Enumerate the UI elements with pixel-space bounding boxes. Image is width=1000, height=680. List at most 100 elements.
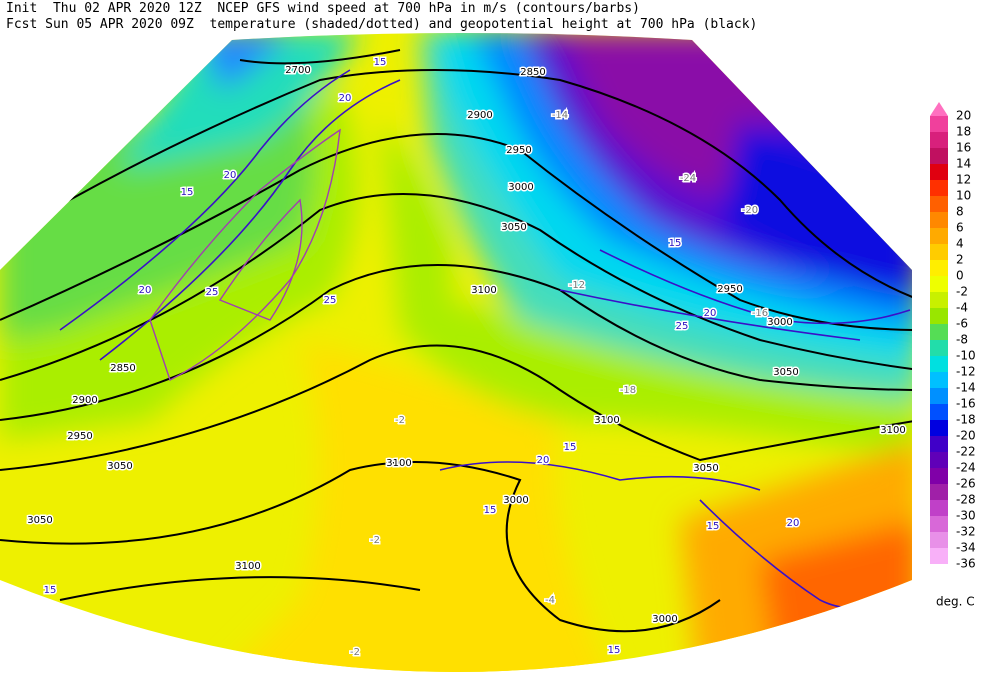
height-label: 2950 (506, 145, 531, 156)
colorbar-label: -12 (956, 365, 976, 379)
colorbar-label: 16 (956, 141, 971, 155)
colorbar-box (930, 260, 948, 276)
height-label: 3050 (501, 222, 526, 233)
colorbar-label: -10 (956, 349, 976, 363)
colorbar-label: 14 (956, 157, 971, 171)
colorbar-box (930, 484, 948, 500)
colorbar-box (930, 276, 948, 292)
height-label: 2900 (467, 110, 492, 121)
map-area (0, 33, 912, 672)
colorbar-label: 8 (956, 205, 964, 219)
header-line: Init Thu 02 APR 2020 12Z NCEP GFS wind s… (6, 1, 640, 16)
colorbar-label: -22 (956, 445, 976, 459)
colorbar-label: -14 (956, 381, 976, 395)
height-label: 2950 (717, 284, 742, 295)
map-labels: 2700 2850 2900 2950 3000 3050 3100 2950 3000 3050… (26, 56, 907, 660)
temperature-label: -24 (680, 173, 696, 184)
colorbar-box (930, 196, 948, 212)
colorbar-label: -30 (956, 509, 976, 523)
temperature-label: -20 (742, 205, 758, 216)
colorbar-label: -16 (956, 397, 976, 411)
colorbar-label: -18 (956, 413, 976, 427)
colorbar-label: 6 (956, 221, 964, 235)
colorbar-label: -8 (956, 333, 968, 347)
colorbar-box (930, 132, 948, 148)
wind-label: 15 (669, 238, 682, 249)
colorbar-label: -2 (956, 285, 968, 299)
colorbar-label: -6 (956, 317, 968, 331)
wind-contours (59, 69, 911, 609)
colorbar-label: -36 (956, 557, 976, 571)
temperature-label: -14 (552, 110, 568, 121)
height-label: 3050 (773, 367, 798, 378)
height-label: 2850 (520, 67, 545, 78)
colorbar-box (930, 308, 948, 324)
wind-contours-strong (149, 128, 341, 381)
temperature-label: -2 (370, 535, 380, 546)
colorbar-unit: deg. C (936, 595, 975, 609)
colorbar-box (930, 532, 948, 548)
colorbar-box (930, 164, 948, 180)
colorbar-box (930, 148, 948, 164)
colorbar-label: -24 (956, 461, 976, 475)
height-label: 3100 (386, 458, 411, 469)
colorbar-box (930, 500, 948, 516)
wind-label: 15 (608, 645, 621, 656)
colorbar-label: 20 (956, 109, 971, 123)
colorbar-label: 4 (956, 237, 964, 251)
colorbar-box (930, 340, 948, 356)
colorbar-label: -28 (956, 493, 976, 507)
colorbar-box (930, 324, 948, 340)
colorbar: 20181614121086420-2-4-6-8-10-12-14-16-18… (930, 102, 976, 609)
colorbar-label: 0 (956, 269, 964, 283)
wind-label: 15 (181, 187, 194, 198)
wind-label: 25 (206, 287, 219, 298)
wind-label: 20 (537, 455, 550, 466)
height-label: 3000 (508, 182, 533, 193)
colorbar-box (930, 212, 948, 228)
colorbar-box (930, 452, 948, 468)
temperature-label: -12 (569, 280, 585, 291)
colorbar-label: -20 (956, 429, 976, 443)
wind-label: 15 (707, 521, 720, 532)
colorbar-label: 10 (956, 189, 971, 203)
colorbar-box (930, 356, 948, 372)
header-line: Fcst Sun 05 APR 2020 09Z temperature (sh… (6, 17, 757, 32)
temperature-label: -2 (395, 415, 405, 426)
colorbar-label: -26 (956, 477, 976, 491)
colorbar-box (930, 116, 948, 132)
colorbar-label: -32 (956, 525, 976, 539)
colorbar-box (930, 372, 948, 388)
colorbar-box (930, 436, 948, 452)
wind-label: 20 (224, 170, 237, 181)
colorbar-box (930, 180, 948, 196)
height-label: 3050 (693, 463, 718, 474)
height-label: 3100 (594, 415, 619, 426)
height-label: 3050 (27, 515, 52, 526)
height-contours (0, 49, 912, 633)
colorbar-box (930, 292, 948, 308)
height-label: 3100 (471, 285, 496, 296)
colorbar-box (930, 388, 948, 404)
height-label: 3000 (767, 317, 792, 328)
wind-label: 25 (324, 295, 337, 306)
colorbar-box (930, 548, 948, 564)
colorbar-box (930, 404, 948, 420)
colorbar-box (930, 468, 948, 484)
wind-label: 20 (787, 518, 800, 529)
colorbar-label: 18 (956, 125, 971, 139)
temperature-label: -4 (545, 595, 555, 606)
height-label: 2950 (67, 431, 92, 442)
height-label: 3050 (107, 461, 132, 472)
temperature-label: -18 (620, 385, 636, 396)
wind-label: 20 (339, 93, 352, 104)
height-label: 2850 (110, 363, 135, 374)
wind-label: 15 (374, 57, 387, 68)
temperature-label: -16 (752, 308, 768, 319)
height-label: 2700 (285, 65, 310, 76)
colorbar-box (930, 228, 948, 244)
wind-label: 25 (676, 321, 689, 332)
colorbar-label: 2 (956, 253, 964, 267)
wind-label: 20 (704, 308, 717, 319)
